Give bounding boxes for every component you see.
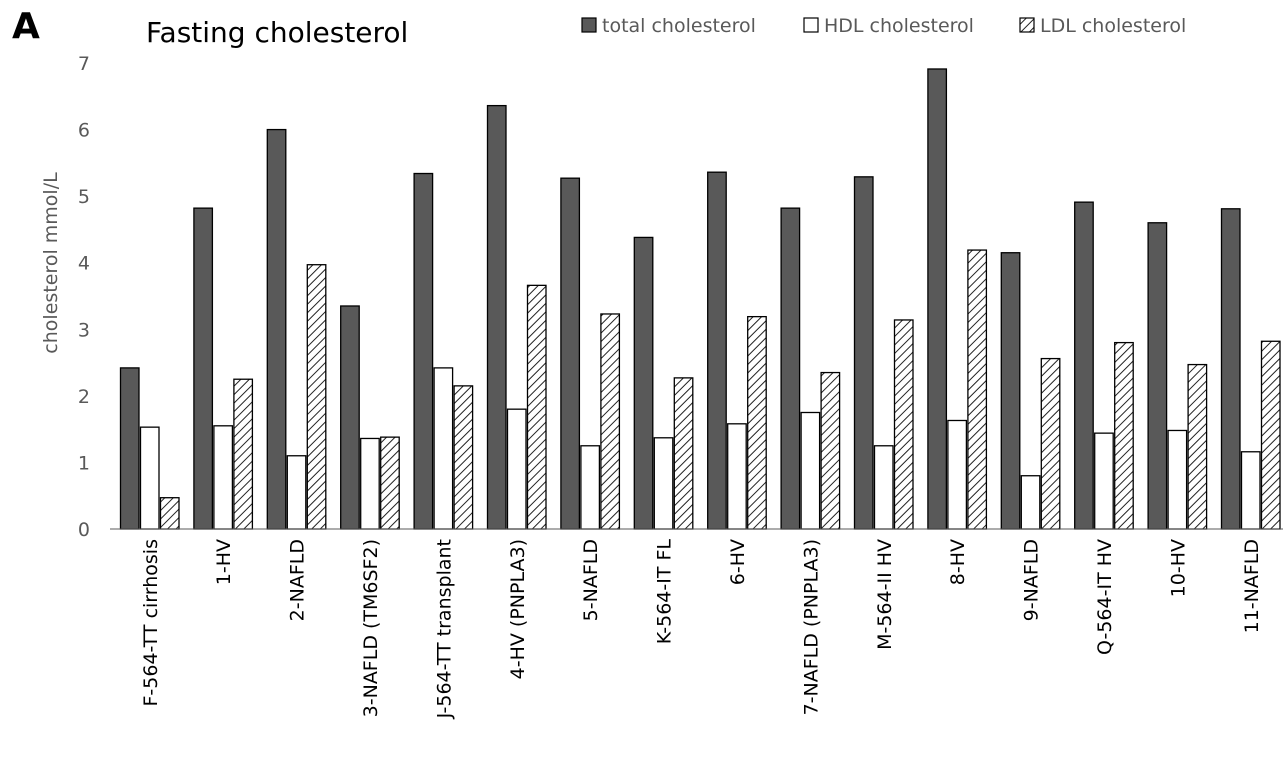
bar-hdl-cholesterol [286, 455, 307, 530]
x-tick-label: 1-HV [213, 539, 235, 585]
bar-ldl-cholesterol [820, 371, 841, 530]
bar-total-cholesterol [340, 305, 360, 530]
bar-hdl-cholesterol [653, 437, 674, 530]
legend: total cholesterol HDL cholesterol LDL ch… [581, 15, 1186, 37]
x-tick-label: 9-NAFLD [1021, 539, 1043, 621]
x-tick-label: 5-NAFLD [580, 539, 602, 621]
bar-total-cholesterol [266, 128, 287, 530]
bar-ldl-cholesterol [1187, 363, 1208, 530]
x-tick-label: M-564-II HV [874, 539, 896, 650]
x-axis: F-564-TT cirrhosis 1-HV 2-NAFLD 3-NAFLD (TM… [140, 539, 1263, 720]
y-tick-label: 3 [78, 319, 90, 341]
bar-hdl-cholesterol [800, 411, 821, 530]
y-tick-label: 5 [78, 186, 90, 208]
x-tick-label: 10-HV [1167, 539, 1189, 597]
bar-total-cholesterol [707, 171, 727, 530]
bar-ldl-cholesterol [159, 497, 180, 530]
bar-total-cholesterol [853, 176, 874, 530]
bar-ldl-cholesterol [600, 313, 621, 530]
x-tick-label: 7-NAFLD (PNPLA3) [800, 539, 822, 715]
bar-ldl-cholesterol [306, 264, 327, 530]
y-tick-label: 4 [78, 253, 90, 275]
y-tick-label: 2 [78, 386, 90, 408]
y-tick-label: 0 [78, 519, 90, 541]
bar-ldl-cholesterol [1040, 357, 1061, 530]
bar-hdl-cholesterol [873, 445, 894, 530]
bar-hdl-cholesterol [727, 423, 747, 530]
legend-swatch-hdl [803, 17, 819, 33]
x-tick-label: Q-564-IT HV [1094, 539, 1116, 655]
bar-total-cholesterol [780, 207, 801, 530]
legend-swatch-ldl [1019, 17, 1035, 33]
y-axis-label: cholesterol mmol/L [40, 172, 62, 354]
bar-total-cholesterol [486, 104, 507, 530]
bar-hdl-cholesterol [213, 425, 234, 530]
bar-hdl-cholesterol [947, 419, 968, 530]
y-tick-label: 1 [78, 452, 90, 474]
bar-total-cholesterol [1074, 201, 1094, 530]
y-axis: 0 1 2 3 4 5 6 7 [78, 53, 90, 541]
bar-ldl-cholesterol [453, 385, 474, 530]
x-tick-label: 11-NAFLD [1241, 539, 1263, 633]
panel-label: A [12, 6, 40, 47]
bar-hdl-cholesterol [139, 426, 160, 530]
bar-hdl-cholesterol [506, 408, 527, 530]
bar-total-cholesterol [1147, 222, 1168, 530]
bar-hdl-cholesterol [1240, 451, 1261, 530]
bar-total-cholesterol [193, 207, 214, 530]
bar-ldl-cholesterol [380, 436, 400, 530]
bar-ldl-cholesterol [967, 249, 988, 530]
bar-ldl-cholesterol [233, 378, 254, 530]
bar-ldl-cholesterol [1114, 341, 1134, 530]
bar-ldl-cholesterol [747, 315, 767, 530]
bar-hdl-cholesterol [360, 437, 380, 530]
x-tick-label: F-564-TT cirrhosis [140, 539, 162, 707]
bar-total-cholesterol [633, 236, 654, 530]
legend-swatch-total [581, 17, 597, 33]
legend-label-hdl: HDL cholesterol [824, 15, 974, 37]
x-tick-label: 8-HV [947, 539, 969, 585]
legend-label-total: total cholesterol [602, 15, 756, 37]
bar-total-cholesterol [413, 172, 434, 530]
bars [119, 68, 1281, 530]
bar-total-cholesterol [927, 68, 948, 530]
bar-total-cholesterol [1220, 208, 1241, 530]
bar-total-cholesterol [560, 177, 581, 530]
bar-ldl-cholesterol [893, 319, 914, 530]
bar-ldl-cholesterol [526, 284, 547, 530]
x-tick-label: 2-NAFLD [287, 539, 309, 621]
y-tick-label: 6 [78, 120, 90, 142]
x-tick-label: J-564-TT transplant [433, 539, 455, 719]
bar-ldl-cholesterol [1260, 340, 1281, 530]
x-tick-label: 3-NAFLD (TM6SF2) [360, 539, 382, 717]
bar-hdl-cholesterol [1167, 429, 1188, 530]
bar-total-cholesterol [1000, 252, 1021, 530]
bar-hdl-cholesterol [433, 367, 454, 530]
x-tick-label: 4-HV (PNPLA3) [507, 539, 529, 679]
x-tick-label: K-564-IT FL [654, 539, 676, 645]
bar-hdl-cholesterol [1020, 475, 1041, 530]
bar-ldl-cholesterol [673, 377, 694, 530]
y-tick-label: 7 [78, 53, 90, 75]
chart-title: Fasting cholesterol [146, 16, 408, 49]
bar-hdl-cholesterol [580, 445, 601, 530]
legend-label-ldl: LDL cholesterol [1040, 15, 1186, 37]
x-tick-label: 6-HV [727, 539, 749, 585]
bar-hdl-cholesterol [1094, 432, 1114, 530]
bar-total-cholesterol [119, 367, 140, 530]
